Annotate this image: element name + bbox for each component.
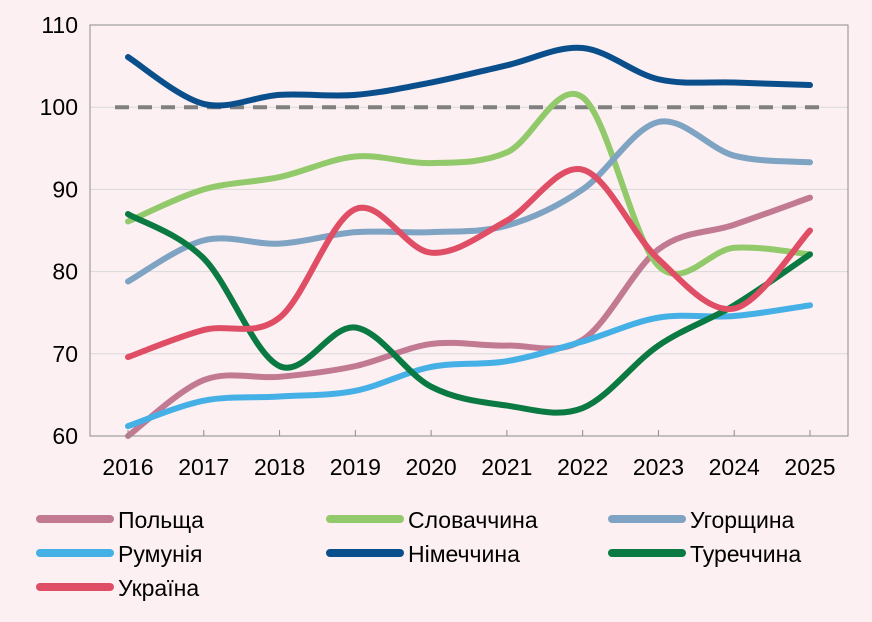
series-line-3 [125,302,813,430]
series-line-0 [125,194,813,439]
y-tick-label: 110 [41,12,78,38]
legend-label: Німеччина [408,541,520,567]
x-tick-label: 2024 [709,454,760,480]
x-tick-label: 2020 [406,454,457,480]
y-tick-label: 100 [40,94,78,120]
x-tick-label: 2017 [178,454,229,480]
series-line-5 [125,211,813,416]
x-tick-label: 2016 [102,454,153,480]
x-tick-label: 2023 [633,454,684,480]
x-tick-label: 2025 [784,454,835,480]
legend-label: Україна [118,575,199,601]
y-tick-label: 90 [52,176,78,202]
series-line-6 [125,166,813,361]
legend: Польща Словаччина Угорщина Румунія Німеччина… [36,507,801,601]
legend-label: Угорщина [690,507,795,533]
x-tick-label: 2021 [481,454,532,480]
x-tick-label: 2019 [330,454,381,480]
series-line-1 [125,91,813,277]
legend-label: Румунія [118,541,202,567]
y-tick-label: 60 [52,423,78,449]
legend-label: Польща [118,507,204,533]
y-tick-label: 80 [52,259,78,285]
x-tick-label: 2022 [557,454,608,480]
y-axis: 60 70 80 90 100 110 [40,12,78,449]
legend-label: Словаччина [408,507,538,533]
legend-label: Туреччина [690,541,801,567]
x-axis: 2016 2017 2018 2019 2020 2021 2022 2023 2024 2025 [102,430,836,480]
plot-area-border [89,24,849,437]
series-line-2 [125,118,813,285]
x-tick-label: 2018 [254,454,305,480]
series-lines [125,44,813,439]
series-line-4 [125,44,813,109]
y-tick-label: 70 [52,341,78,367]
